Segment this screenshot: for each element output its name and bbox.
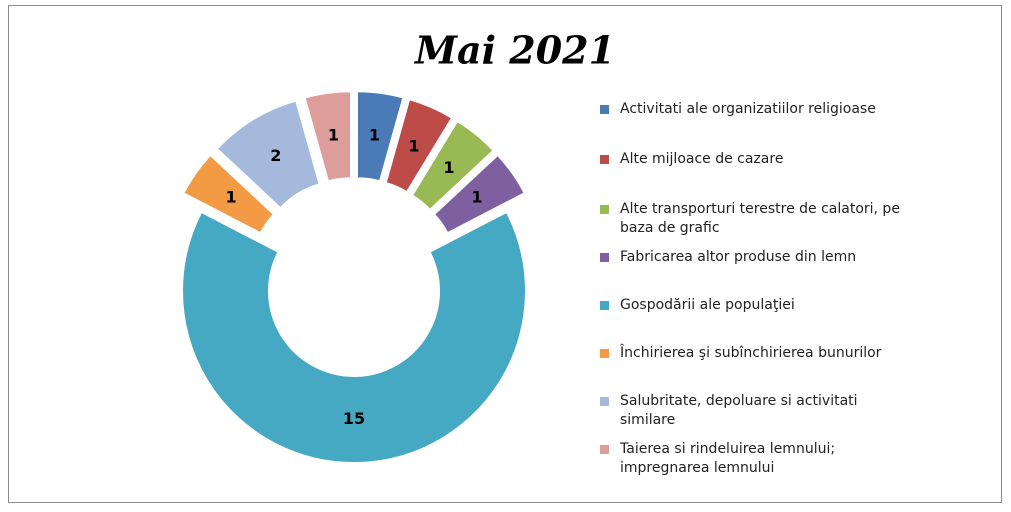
donut-slice — [303, 90, 353, 183]
legend-label: Activitati ale organizatiilor religioase — [620, 101, 876, 117]
legend-label: Alte mijloace de cazare — [620, 151, 784, 167]
data-label: 1 — [443, 158, 454, 177]
legend-item: Alte mijloace de cazare — [600, 150, 910, 169]
legend-label: Gospodării ale populaţiei — [620, 297, 795, 313]
legend-label: Salubritate, depoluare si activitati sim… — [620, 393, 858, 428]
legend-label: Taierea si rindeluirea lemnului; impregn… — [620, 441, 836, 476]
donut-slice — [432, 153, 527, 235]
legend-label: Închirierea şi subînchirierea bunurilor — [620, 345, 882, 361]
legend-item: Fabricarea altor produse din lemn — [600, 248, 910, 267]
legend-swatch — [600, 105, 609, 114]
legend-swatch — [600, 155, 609, 164]
legend-swatch — [600, 397, 609, 406]
data-label: 15 — [343, 409, 365, 428]
data-label: 1 — [471, 188, 482, 207]
data-label: 1 — [408, 136, 419, 155]
donut-slice — [215, 99, 321, 210]
legend-swatch — [600, 301, 609, 310]
legend-item: Activitati ale organizatiilor religioase — [600, 100, 910, 119]
legend-item: Taierea si rindeluirea lemnului; impregn… — [600, 440, 910, 478]
donut-slice — [355, 90, 405, 183]
legend-swatch — [600, 445, 609, 454]
data-label: 1 — [225, 188, 236, 207]
donut-slice — [410, 119, 496, 212]
legend-swatch — [600, 205, 609, 214]
data-label: 1 — [369, 125, 380, 144]
data-label: 1 — [328, 125, 339, 144]
data-label: 2 — [270, 146, 281, 165]
legend-label: Fabricarea altor produse din lemn — [620, 249, 857, 265]
chart-frame — [8, 5, 1002, 503]
legend-item: Alte transporturi terestre de calatori, … — [600, 200, 910, 238]
chart-title: Mai 2021 — [413, 28, 615, 73]
legend-swatch — [600, 349, 609, 358]
donut-slice — [181, 153, 276, 235]
donut-slice — [384, 97, 454, 194]
legend-label: Alte transporturi terestre de calatori, … — [620, 201, 900, 236]
legend-swatch — [600, 253, 609, 262]
donut-slice — [181, 210, 527, 464]
legend-item: Salubritate, depoluare si activitati sim… — [600, 392, 910, 430]
legend-item: Închirierea şi subînchirierea bunurilor — [600, 344, 910, 363]
legend-item: Gospodării ale populaţiei — [600, 296, 910, 315]
